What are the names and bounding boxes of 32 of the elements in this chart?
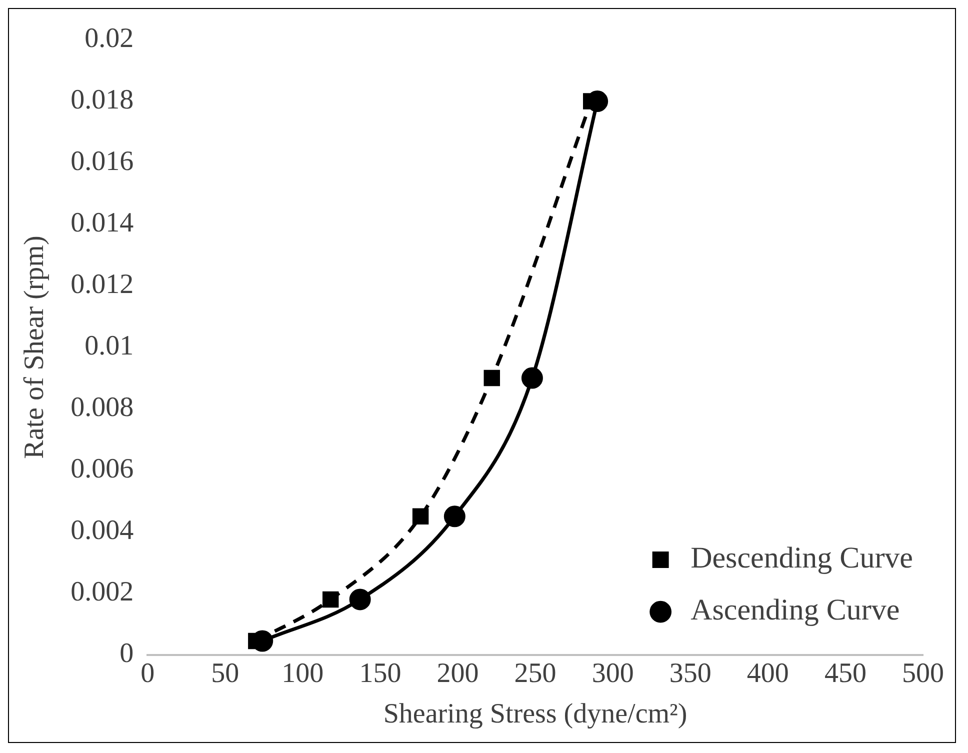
y-tick-label: 0.012	[70, 269, 134, 300]
x-tick-label: 50	[211, 658, 240, 689]
point	[444, 506, 466, 528]
x-tick-label: 0	[140, 658, 155, 689]
point	[521, 367, 543, 389]
legend-label: Descending Curve	[690, 542, 913, 575]
x-tick-label: 200	[436, 658, 479, 689]
y-tick-label: 0.008	[70, 392, 134, 424]
y-tick-label: 0.002	[70, 576, 134, 608]
point	[484, 370, 500, 386]
y-tick-label: 0.004	[70, 515, 134, 546]
y-tick-label: 0.006	[70, 454, 134, 485]
x-tick-label: 350	[669, 658, 712, 689]
y-tick-label: 0.018	[70, 84, 134, 116]
x-tick-label: 150	[359, 658, 402, 689]
x-tick-label: 500	[902, 658, 944, 689]
x-tick-label: 250	[514, 658, 556, 689]
x-tick-label: 300	[592, 658, 634, 689]
x-tick-label: 400	[746, 658, 789, 689]
point	[322, 591, 339, 608]
y-tick-label: 0.02	[84, 23, 134, 54]
y-axis-title: Rate of Shear (rpm)	[19, 236, 50, 459]
y-tick-label: 0.01	[84, 330, 134, 362]
y-tick-label: 0.016	[70, 146, 134, 178]
y-tick-label: 0.014	[70, 208, 134, 239]
point	[349, 588, 371, 610]
x-tick-label: 100	[282, 658, 324, 689]
legend-label: Ascending Curve	[690, 594, 900, 627]
point	[412, 508, 429, 525]
y-tick-label: 0	[120, 638, 134, 670]
x-axis-title: Shearing Stress (dyne/cm²)	[383, 698, 688, 730]
x-tick-label: 450	[824, 658, 866, 689]
